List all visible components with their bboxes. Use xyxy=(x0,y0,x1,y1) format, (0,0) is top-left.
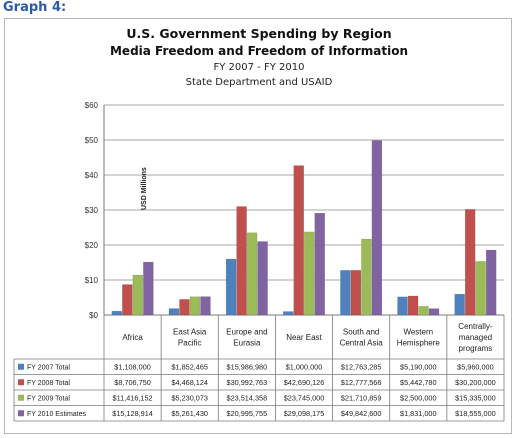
x-tick-label: Central Asia xyxy=(340,339,384,348)
x-tick-label: Hemisphere xyxy=(397,339,441,348)
bar-fy-2010-estimates-2 xyxy=(257,241,268,316)
bar-fy-2008-total-6 xyxy=(464,209,476,316)
x-tick-label: Near East xyxy=(286,333,322,342)
y-tick-label: $40 xyxy=(85,171,99,180)
bar-fy-2007-total-6 xyxy=(454,293,465,316)
x-tick-label: Centrally- xyxy=(458,322,493,331)
bar-fy-2009-total-2 xyxy=(246,232,258,316)
legend-swatch xyxy=(18,363,24,370)
bar-fy-2008-total-4 xyxy=(350,270,362,316)
y-tick-label: $60 xyxy=(85,101,99,110)
legend-entry: FY 2009 Total xyxy=(27,395,70,402)
chart-source: State Department and USAID xyxy=(185,77,333,88)
bar-fy-2007-total-0 xyxy=(111,310,123,316)
legend-swatch xyxy=(18,394,24,401)
bar-fy-2007-total-3 xyxy=(283,311,294,316)
legend-entry: FY 2008 Total xyxy=(27,380,70,387)
data-label: $23,745,000 xyxy=(284,393,325,402)
x-tick-label: Africa xyxy=(122,333,143,342)
data-label: $18,555,000 xyxy=(455,409,496,418)
y-tick-label: $10 xyxy=(85,276,99,285)
bar-fy-2010-estimates-0 xyxy=(143,261,154,316)
data-label: $23,514,358 xyxy=(227,393,268,402)
bar-fy-2010-estimates-4 xyxy=(371,140,383,316)
bar-fy-2009-total-3 xyxy=(304,231,315,316)
chart-frame xyxy=(4,18,512,434)
bar-fy-2010-estimates-3 xyxy=(314,212,325,316)
data-label: $15,986,980 xyxy=(227,362,268,371)
data-label: $1,831,000 xyxy=(400,409,437,418)
data-label: $5,261,430 xyxy=(171,409,208,418)
bar-fy-2007-total-4 xyxy=(340,270,351,316)
data-label: $42,690,126 xyxy=(284,378,325,387)
x-tick-label: Western xyxy=(403,328,433,337)
x-tick-label: managed xyxy=(459,333,492,342)
data-label: $21,710,859 xyxy=(341,393,382,402)
bar-fy-2009-total-5 xyxy=(418,306,429,316)
x-tick-label: South and xyxy=(343,328,379,337)
x-tick-label: Eurasia xyxy=(233,339,261,348)
data-label: $5,230,073 xyxy=(171,393,208,402)
legend-entry: FY 2010 Estimates xyxy=(27,411,87,418)
legend-swatch xyxy=(18,379,24,386)
bar-fy-2009-total-1 xyxy=(189,296,201,316)
bar-fy-2007-total-2 xyxy=(225,258,237,316)
y-tick-label: $50 xyxy=(85,136,99,145)
chart-title: U.S. Government Spending by Region xyxy=(126,26,392,41)
bar-fy-2010-estimates-5 xyxy=(428,308,440,316)
y-tick-label: $0 xyxy=(89,311,98,320)
x-tick-label: Pacific xyxy=(178,339,202,348)
x-tick-label: programs xyxy=(459,344,493,353)
graph-label: Graph 4: xyxy=(3,0,67,15)
bar-fy-2007-total-1 xyxy=(168,308,180,316)
bar-fy-2008-total-5 xyxy=(407,295,419,316)
data-label: $2,500,000 xyxy=(400,393,437,402)
x-tick-label: East Asia xyxy=(173,328,207,337)
data-label: $30,200,000 xyxy=(455,378,496,387)
data-label: $5,960,000 xyxy=(457,362,494,371)
bar-fy-2009-total-4 xyxy=(361,238,372,316)
data-label: $5,190,000 xyxy=(400,362,437,371)
x-tick-label: Europe and xyxy=(226,328,267,337)
chart-subtitle: Media Freedom and Freedom of Information xyxy=(109,44,409,58)
chart-fiscal-years: FY 2007 - FY 2010 xyxy=(213,62,305,73)
data-label: $15,128,914 xyxy=(112,409,153,418)
bar-fy-2009-total-0 xyxy=(132,274,144,316)
bar-fy-2008-total-0 xyxy=(122,284,133,316)
data-label: $1,108,000 xyxy=(114,362,151,371)
data-label: $12,777,566 xyxy=(341,378,382,387)
y-tick-label: $30 xyxy=(85,206,99,215)
data-label: $4,468,124 xyxy=(171,378,208,387)
data-label: $1,852,465 xyxy=(171,362,208,371)
bar-fy-2008-total-3 xyxy=(293,165,304,316)
data-label: $29,098,175 xyxy=(284,409,325,418)
bar-fy-2007-total-5 xyxy=(397,296,408,316)
data-label: $20,995,755 xyxy=(227,409,268,418)
legend-entry: FY 2007 Total xyxy=(27,364,70,371)
data-label: $8,706,750 xyxy=(114,378,151,387)
data-label: $5,442,780 xyxy=(400,378,437,387)
data-label: $15,335,000 xyxy=(455,393,496,402)
data-label: $1,000,000 xyxy=(286,362,323,371)
bar-fy-2010-estimates-6 xyxy=(485,249,497,316)
bar-fy-2009-total-6 xyxy=(475,261,486,316)
bar-fy-2010-estimates-1 xyxy=(200,296,211,316)
data-label: $49,842,600 xyxy=(341,409,382,418)
y-tick-label: $20 xyxy=(85,241,99,250)
bar-fy-2008-total-2 xyxy=(236,206,247,316)
data-label: $12,763,285 xyxy=(341,362,382,371)
bar-fy-2008-total-1 xyxy=(179,299,190,316)
data-label: $30,992,763 xyxy=(227,378,268,387)
y-axis-title: USD Millions xyxy=(141,167,148,210)
legend-swatch xyxy=(18,410,24,417)
data-label: $11,416,152 xyxy=(113,393,153,402)
